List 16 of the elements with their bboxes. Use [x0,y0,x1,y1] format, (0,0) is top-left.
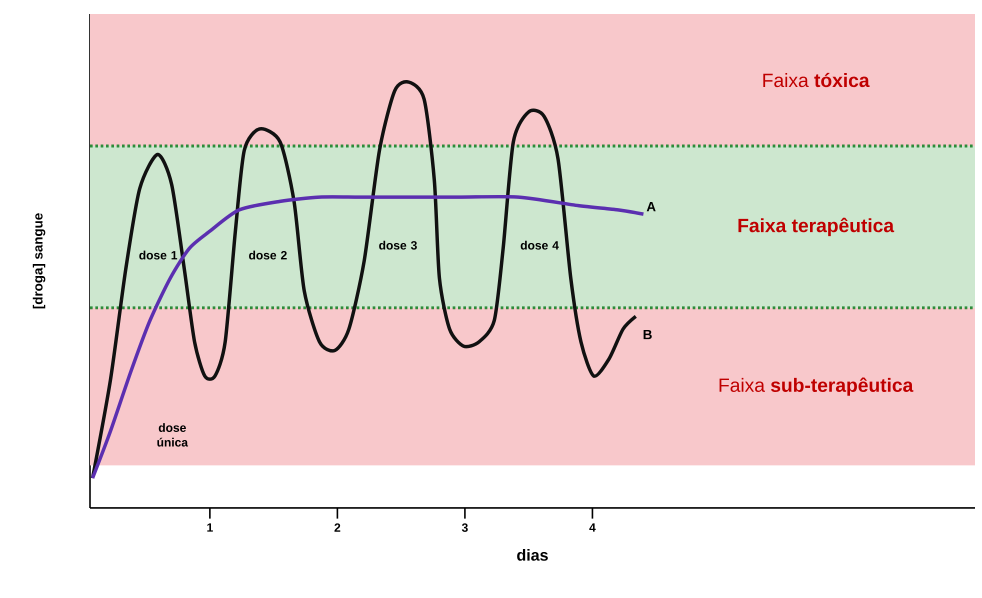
annotation: dose 3 [379,240,417,250]
x-axis-title: dias [517,549,548,561]
band-label: Faixa sub-terapêutica [720,377,914,396]
x-tick-label: 3 [462,523,468,532]
x-tick-label: 4 [589,523,596,532]
annotation: dose 2 [249,250,287,260]
annotation: dose 1 [139,250,178,260]
annotation: dose única [157,423,188,447]
x-tick-label: 2 [334,523,340,532]
x-tick-label: 1 [207,523,213,532]
y-axis-title: [droga] sangue [32,213,46,308]
series-label: B [644,330,652,340]
band-label: Faixa terapêutica [738,218,894,236]
band-label: Faixa tóxica [763,72,870,88]
annotation: dose 4 [520,240,559,250]
series-label: A [646,202,656,212]
